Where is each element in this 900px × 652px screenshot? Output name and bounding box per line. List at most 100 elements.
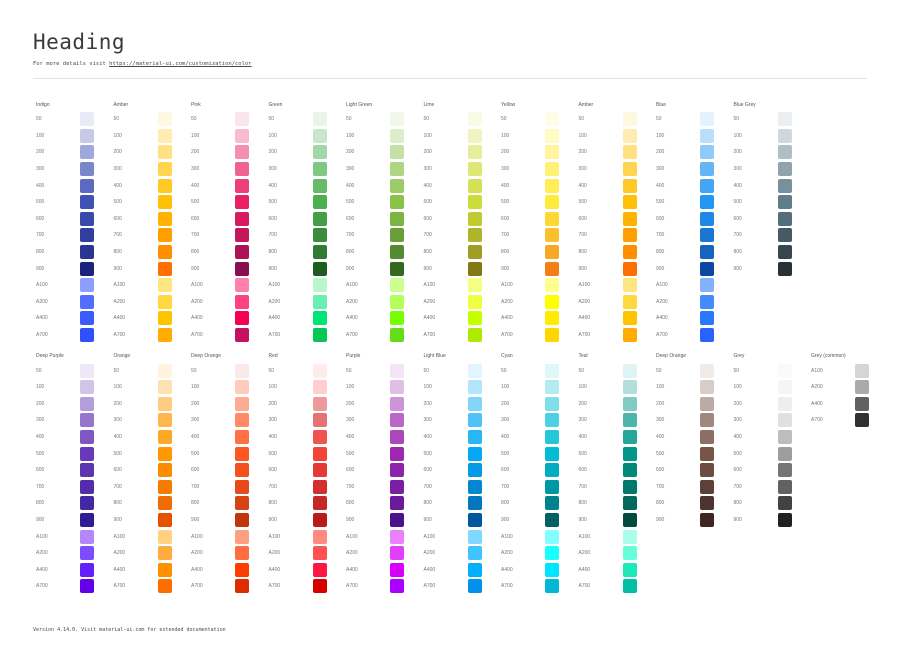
palette-name: Blue <box>656 102 667 108</box>
shade-row: 500 <box>498 445 576 462</box>
shade-row: 200 <box>188 144 266 161</box>
shade-row: A200 <box>33 545 111 562</box>
shade-label: A100 <box>191 282 203 289</box>
shade-row: 200 <box>343 396 421 413</box>
color-swatch <box>545 479 559 494</box>
color-swatch <box>545 579 559 594</box>
palette-name: Grey <box>733 353 745 360</box>
color-swatch <box>157 579 172 594</box>
shade-label: 500 <box>733 199 742 206</box>
color-swatch <box>545 328 559 343</box>
shade-label: 700 <box>113 232 122 239</box>
shade-row: 50 <box>421 111 499 128</box>
shade-label: 900 <box>578 516 587 523</box>
shade-label: 700 <box>346 232 355 239</box>
color-swatch <box>545 228 559 243</box>
palette-column-light-green: Light Green 50 100 200 300 400 500 600 700 800 900… <box>343 102 421 343</box>
shade-row: 100 <box>498 128 576 145</box>
shade-row: 500 <box>111 445 189 462</box>
shade-row: 100 <box>266 379 344 396</box>
color-swatch <box>545 496 559 511</box>
palette-name: Yellow <box>501 102 516 108</box>
shade-label: A400 <box>578 566 591 573</box>
color-swatch <box>157 245 172 260</box>
shade-row: 900 <box>266 260 344 277</box>
shade-row: 900 <box>188 260 266 277</box>
palette-name: Cyan <box>501 353 513 360</box>
shade-label: 100 <box>501 384 510 391</box>
shade-label: A200 <box>501 298 513 305</box>
color-swatch <box>157 261 172 276</box>
shade-label: 600 <box>733 215 742 222</box>
palette-column-deep-orange: Deep Orange 50 100 200 300 400 500 600 700 800 900… <box>188 353 266 594</box>
shade-row: A100 <box>498 528 576 545</box>
shade-row: 100 <box>33 379 111 396</box>
color-swatch <box>700 363 714 378</box>
shade-label: 100 <box>656 384 665 391</box>
shade-label: 500 <box>578 450 587 457</box>
shade-row: 500 <box>576 194 654 211</box>
color-swatch <box>622 413 637 428</box>
shade-row: A100 <box>498 277 576 294</box>
palette-name: Lime <box>423 102 435 108</box>
color-swatch <box>235 496 249 511</box>
shade-row: 50 <box>653 111 731 128</box>
shade-row: A400 <box>33 561 111 578</box>
palette-column-pink: Pink 50 100 200 300 400 500 600 700 800 900 A100 A20… <box>188 102 266 343</box>
color-swatch <box>235 195 249 210</box>
color-swatch <box>312 396 327 411</box>
color-swatch <box>467 145 482 160</box>
shade-row: 800 <box>421 244 499 261</box>
shade-row: 900 <box>576 260 654 277</box>
color-swatch <box>80 463 94 478</box>
shade-row: 800 <box>731 244 809 261</box>
color-swatch <box>467 579 482 594</box>
shade-label: A100 <box>423 282 436 289</box>
page-title: Heading <box>33 30 126 54</box>
shade-label: 900 <box>346 516 355 523</box>
color-swatch <box>777 195 792 210</box>
palette-column-indigo: Indigo 50 100 200 300 400 500 600 700 800 900 A100 A… <box>33 102 111 343</box>
color-swatch <box>157 529 172 544</box>
shade-row: 700 <box>188 478 266 495</box>
color-swatch <box>390 512 404 527</box>
shade-row: A400 <box>808 396 886 413</box>
shade-row: A700 <box>188 327 266 344</box>
shade-row: 800 <box>188 495 266 512</box>
shade-label: 100 <box>346 384 355 391</box>
shade-row: 800 <box>266 244 344 261</box>
shade-label: 600 <box>501 215 510 222</box>
shade-label: 50 <box>501 116 507 123</box>
shade-row: 500 <box>266 194 344 211</box>
shade-label: 600 <box>733 467 742 474</box>
customization-color-link[interactable]: https://material-ui.com/customization/co… <box>109 61 252 67</box>
shade-label: A100 <box>811 367 823 374</box>
shade-row: 600 <box>731 211 809 228</box>
shade-label: 50 <box>36 116 42 123</box>
color-swatch <box>777 363 792 378</box>
color-swatch <box>622 294 637 309</box>
shade-label: 500 <box>36 199 45 206</box>
palette-name: Light Green <box>346 102 373 108</box>
color-swatch <box>157 396 172 411</box>
shade-row: 700 <box>343 227 421 244</box>
shade-row: 600 <box>266 211 344 228</box>
subtitle: For more details visit https://material-… <box>33 61 867 67</box>
shade-label: A200 <box>36 550 48 557</box>
color-swatch <box>700 396 714 411</box>
shade-row: 600 <box>653 462 731 479</box>
color-swatch <box>622 429 637 444</box>
shade-label: 400 <box>501 182 510 189</box>
color-swatch <box>235 479 249 494</box>
shade-label: 300 <box>346 166 355 173</box>
shade-label: 50 <box>36 367 42 374</box>
color-swatch <box>80 112 94 127</box>
shade-label: 900 <box>733 265 742 272</box>
color-swatch <box>80 396 94 411</box>
color-swatch <box>312 496 327 511</box>
shade-row: 800 <box>188 244 266 261</box>
color-swatch <box>545 178 559 193</box>
shade-row: A700 <box>111 327 189 344</box>
color-swatch <box>390 496 404 511</box>
palette-column-cyan: Cyan 50 100 200 300 400 500 600 700 800 900 A100 A20… <box>498 353 576 594</box>
